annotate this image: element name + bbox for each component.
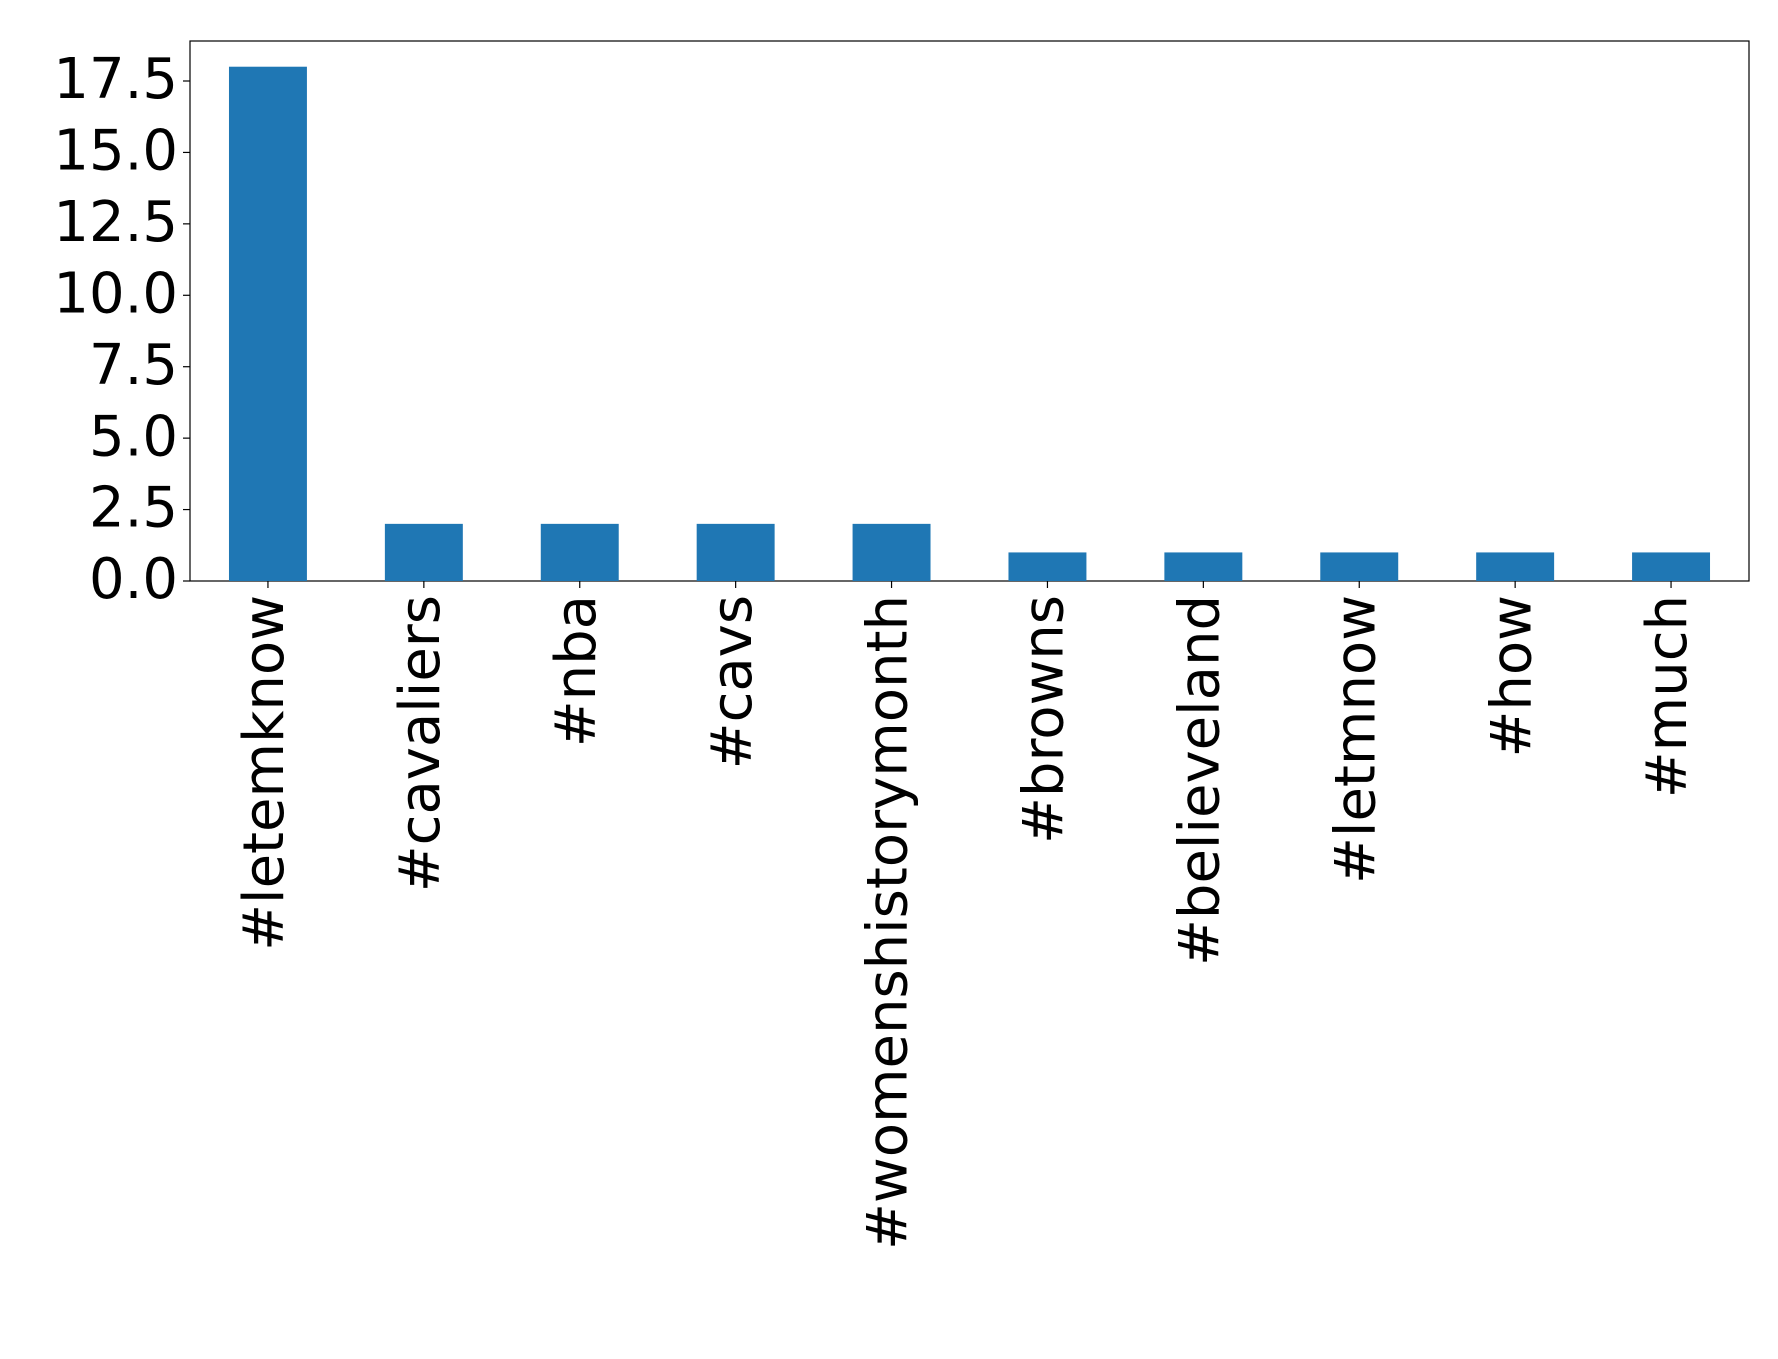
bar: [384, 523, 463, 581]
y-tick-label: 17.5: [53, 47, 178, 112]
bar: [540, 523, 619, 581]
bar: [1164, 552, 1243, 581]
x-tick-label: #letmnow: [1323, 595, 1388, 884]
x-tick-label: #believeland: [1167, 595, 1232, 966]
plot-frame: [189, 40, 1750, 582]
bar: [1632, 552, 1711, 581]
x-tick-label: #nba: [544, 595, 609, 747]
x-tick-label: #womenshistorymonth: [856, 595, 921, 1250]
bar: [852, 523, 931, 581]
x-tick-label: #cavs: [700, 595, 765, 769]
y-tick-label: 12.5: [53, 190, 178, 255]
bar: [696, 523, 775, 581]
x-tick-label: #much: [1635, 595, 1700, 798]
x-tick-label: #browns: [1012, 595, 1077, 844]
bar: [1008, 552, 1087, 581]
y-tick-label: 15.0: [53, 119, 178, 184]
x-tick-label: #letemknow: [232, 595, 297, 951]
y-tick-label: 10.0: [53, 261, 178, 326]
y-tick-label: 7.5: [89, 333, 178, 398]
bar: [1320, 552, 1399, 581]
x-tick-label: #cavaliers: [388, 595, 453, 892]
bar: [1476, 552, 1555, 581]
x-tick-label: #how: [1479, 595, 1544, 757]
y-tick-label: 0.0: [89, 547, 178, 612]
y-tick-label: 5.0: [89, 404, 178, 469]
bar: [228, 66, 307, 581]
y-tick-label: 2.5: [89, 476, 178, 541]
